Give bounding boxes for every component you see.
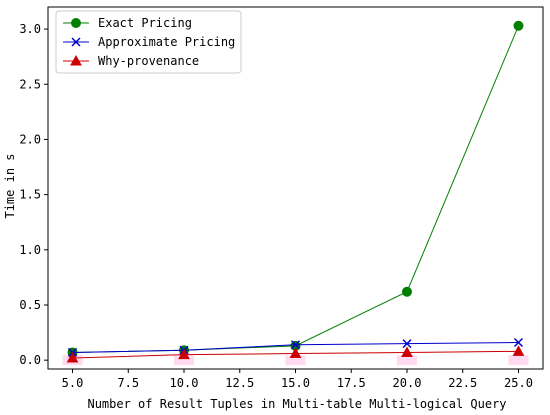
plot-area: [62, 20, 529, 366]
legend-entry: Exact Pricing: [63, 16, 192, 30]
marker-x-stroke: [290, 340, 301, 350]
marker-x-stroke: [402, 339, 412, 349]
legend-box: [55, 10, 242, 74]
y-tick-label: 1.0: [19, 243, 41, 257]
marker-circle: [71, 18, 81, 28]
marker-circle: [513, 20, 524, 31]
y-tick-label: 0.5: [19, 298, 41, 312]
y-tick-label: 2.0: [19, 132, 41, 146]
marker-triangle: [70, 54, 82, 66]
axes: 5.0 7.5 10.0 12.5 15.0 17.5 20.0 22.5 25.0 0.0 0.5…: [19, 6, 544, 390]
marker-x: [290, 340, 301, 350]
x-tick-label: 22.5: [448, 376, 477, 390]
highlight-mark: [396, 355, 417, 366]
marker-triangle: [401, 346, 413, 357]
x-tick-label: 5.0: [62, 376, 84, 390]
x-tick-label: 15.0: [281, 376, 310, 390]
y-tick-label: 3.0: [19, 22, 41, 36]
legend-label: Why-provenance: [98, 54, 199, 68]
x-tick-label: 10.0: [170, 376, 199, 390]
legend-label: Approximate Pricing: [98, 35, 235, 49]
x-tick-label: 20.0: [393, 376, 422, 390]
highlight-mark: [285, 355, 306, 366]
x-tick-label: 17.5: [337, 376, 366, 390]
legend: Exact Pricing Approximate Pricing Why-prov…: [55, 10, 242, 74]
x-tick-label: 7.5: [117, 376, 139, 390]
series-line: [72, 25, 519, 353]
marker-triangle: [289, 347, 302, 359]
marker-x-stroke: [513, 337, 524, 348]
y-tick-label: 2.5: [19, 77, 41, 91]
series-2: [66, 345, 525, 363]
legend-label: Exact Pricing: [98, 16, 192, 30]
marker-triangle: [178, 348, 190, 360]
marker-triangle: [512, 345, 525, 356]
legend-entry: Approximate Pricing: [63, 35, 235, 49]
y-axis-label: Time in s: [3, 153, 17, 218]
y-tick-label: 1.5: [19, 188, 41, 202]
marker-x: [513, 337, 524, 348]
marker-x: [71, 37, 81, 47]
highlight-mark: [174, 355, 195, 366]
legend-entry: Why-provenance: [63, 54, 199, 68]
marker-x: [402, 339, 412, 349]
marker-x-stroke: [71, 37, 81, 47]
marker-circle: [401, 286, 412, 297]
marker-triangle: [66, 351, 79, 363]
y-tick-label: 0.0: [19, 353, 41, 367]
x-axis-label: Number of Result Tuples in Multi-table M…: [87, 397, 506, 411]
x-tick-label: 12.5: [225, 376, 254, 390]
x-tick-label: 25.0: [504, 376, 533, 390]
highlight-mark: [508, 355, 529, 366]
